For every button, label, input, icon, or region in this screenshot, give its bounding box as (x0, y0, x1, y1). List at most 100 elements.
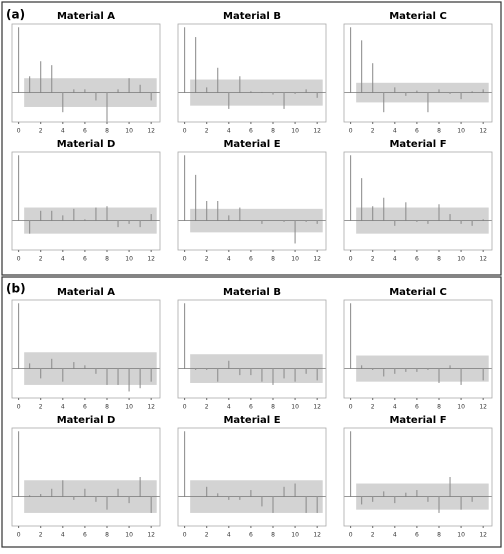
x-tick-label: 2 (205, 404, 209, 411)
x-tick-label: 12 (313, 256, 321, 263)
x-tick-label: 4 (61, 128, 65, 135)
plot-frame (177, 299, 327, 399)
x-tick-label: 0 (17, 128, 21, 135)
x-tick-label: 12 (479, 128, 487, 135)
x-tick-label: 0 (349, 404, 353, 411)
x-tick-label: 12 (479, 404, 487, 411)
chart-title: Material C (389, 287, 447, 298)
x-tick-label: 6 (249, 256, 253, 263)
plot-frame (343, 151, 493, 251)
x-tick-label: 10 (291, 256, 299, 263)
x-tick-label: 8 (437, 404, 441, 411)
x-tick-label: 10 (457, 128, 465, 135)
x-tick-label: 12 (147, 404, 155, 411)
x-tick-label: 4 (393, 128, 397, 135)
x-tick-label: 10 (125, 532, 133, 539)
x-tick-label: 6 (249, 404, 253, 411)
x-tick-label: 0 (183, 404, 187, 411)
chart-title: Material F (389, 415, 446, 426)
x-tick-label: 8 (271, 128, 275, 135)
plot-frame (11, 427, 161, 527)
x-tick-label: 2 (371, 256, 375, 263)
x-tick-label: 0 (17, 256, 21, 263)
x-tick-label: 2 (205, 256, 209, 263)
x-tick-label: 12 (313, 404, 321, 411)
x-tick-label: 6 (415, 128, 419, 135)
x-tick-label: 10 (291, 128, 299, 135)
x-tick-label: 6 (415, 256, 419, 263)
x-tick-label: 2 (371, 128, 375, 135)
x-tick-label: 0 (349, 532, 353, 539)
x-tick-label: 2 (371, 404, 375, 411)
chart-title: Material B (223, 287, 281, 298)
chart-title: Material F (389, 139, 446, 150)
x-tick-label: 10 (125, 404, 133, 411)
x-tick-label: 10 (125, 128, 133, 135)
x-tick-label: 6 (415, 404, 419, 411)
x-tick-label: 4 (227, 532, 231, 539)
x-tick-label: 0 (17, 404, 21, 411)
plot-frame (11, 299, 161, 399)
x-tick-label: 12 (147, 128, 155, 135)
x-tick-label: 8 (437, 256, 441, 263)
x-tick-label: 8 (105, 532, 109, 539)
x-tick-label: 8 (105, 256, 109, 263)
x-tick-label: 8 (437, 128, 441, 135)
x-tick-label: 0 (349, 256, 353, 263)
plot-frame (343, 427, 493, 527)
x-tick-label: 4 (61, 404, 65, 411)
x-tick-label: 8 (437, 532, 441, 539)
x-tick-label: 6 (415, 532, 419, 539)
x-tick-label: 2 (39, 404, 43, 411)
chart-title: Material B (223, 11, 281, 22)
plot-frame (177, 427, 327, 527)
x-tick-label: 12 (479, 256, 487, 263)
x-tick-label: 4 (393, 256, 397, 263)
chart-title: Material A (57, 11, 115, 22)
x-tick-label: 10 (291, 404, 299, 411)
x-tick-label: 10 (457, 404, 465, 411)
plot-frame (11, 23, 161, 123)
x-tick-label: 10 (457, 532, 465, 539)
x-tick-label: 0 (349, 128, 353, 135)
x-tick-label: 4 (393, 404, 397, 411)
x-tick-label: 4 (227, 256, 231, 263)
chart-title: Material A (57, 287, 115, 298)
x-tick-label: 12 (147, 256, 155, 263)
x-tick-label: 8 (271, 404, 275, 411)
x-tick-label: 2 (39, 128, 43, 135)
chart-title: Material D (57, 139, 116, 150)
x-tick-label: 6 (83, 404, 87, 411)
panel-frame (1, 1, 502, 276)
x-tick-label: 8 (271, 256, 275, 263)
x-tick-label: 0 (183, 128, 187, 135)
x-tick-label: 6 (249, 128, 253, 135)
x-tick-label: 12 (313, 128, 321, 135)
x-tick-label: 4 (61, 532, 65, 539)
chart-title: Material D (57, 415, 116, 426)
x-tick-label: 2 (371, 532, 375, 539)
plot-frame (177, 23, 327, 123)
x-tick-label: 8 (105, 128, 109, 135)
plot-frame (177, 151, 327, 251)
x-tick-label: 6 (83, 128, 87, 135)
x-tick-label: 2 (39, 256, 43, 263)
x-tick-label: 10 (125, 256, 133, 263)
x-tick-label: 12 (147, 532, 155, 539)
x-tick-label: 0 (183, 256, 187, 263)
x-tick-label: 4 (393, 532, 397, 539)
chart-title: Material E (223, 415, 280, 426)
x-tick-label: 10 (457, 256, 465, 263)
x-tick-label: 8 (105, 404, 109, 411)
x-tick-label: 4 (61, 256, 65, 263)
panel-label: (b) (6, 282, 26, 296)
x-tick-label: 0 (17, 532, 21, 539)
x-tick-label: 8 (271, 532, 275, 539)
x-tick-label: 2 (205, 532, 209, 539)
chart-title: Material C (389, 11, 447, 22)
chart-title: Material E (223, 139, 280, 150)
plot-frame (343, 23, 493, 123)
x-tick-label: 2 (205, 128, 209, 135)
